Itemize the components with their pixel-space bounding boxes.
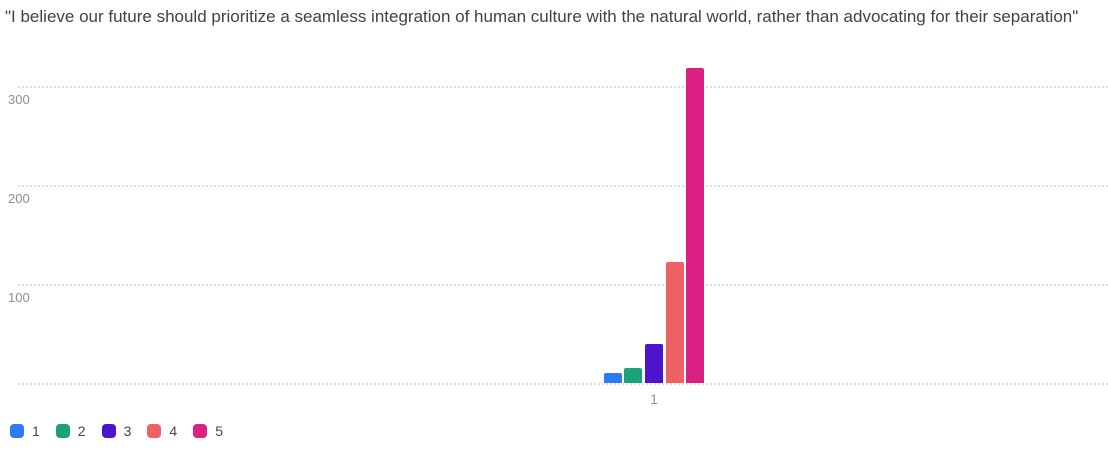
legend: 1 2 3 4 5 <box>10 423 223 439</box>
legend-swatch-1 <box>10 424 24 438</box>
legend-item-3[interactable]: 3 <box>101 423 132 439</box>
gridline-y300 <box>18 86 1108 88</box>
legend-swatch-5 <box>193 424 208 438</box>
legend-item-1[interactable]: 1 <box>10 423 40 439</box>
gridline-y200 <box>18 185 1108 187</box>
bar-series-2[interactable] <box>624 368 643 383</box>
legend-item-4[interactable]: 4 <box>147 423 177 439</box>
chart-title: "I believe our future should prioritize … <box>5 7 1079 26</box>
legend-label-1: 1 <box>32 423 40 439</box>
legend-label-4: 4 <box>169 423 178 439</box>
x-axis-category-label: 1 <box>650 392 658 407</box>
legend-label-2: 2 <box>77 423 86 439</box>
legend-label-5: 5 <box>215 423 223 439</box>
bar-series-3[interactable] <box>645 344 663 383</box>
y-axis-tick-label-100: 100 <box>8 290 30 305</box>
bar-series-1[interactable] <box>603 373 622 383</box>
gridline-y100 <box>18 284 1108 286</box>
legend-item-2[interactable]: 2 <box>55 423 86 439</box>
y-axis-tick-label-200: 200 <box>8 191 30 206</box>
legend-swatch-4 <box>147 424 162 438</box>
y-axis-tick-label-300: 300 <box>8 92 30 107</box>
legend-swatch-2 <box>55 424 70 438</box>
bar-series-4[interactable] <box>665 262 684 383</box>
legend-item-5[interactable]: 5 <box>193 423 223 439</box>
legend-label-3: 3 <box>123 423 132 439</box>
bar-series-5[interactable] <box>686 68 705 383</box>
gridline-y0 <box>18 383 1108 385</box>
legend-swatch-3 <box>101 424 116 438</box>
